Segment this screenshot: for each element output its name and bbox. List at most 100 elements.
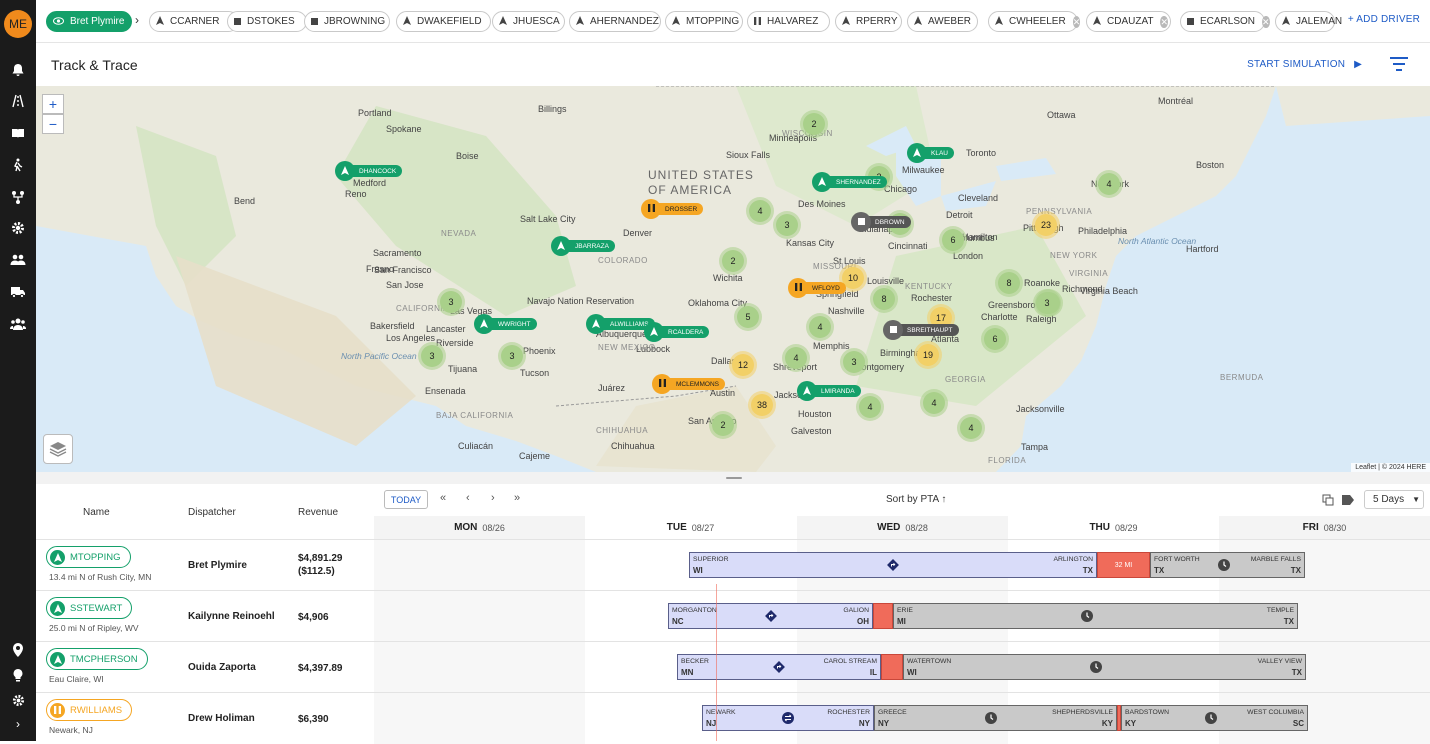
group-icon[interactable] (8, 314, 28, 334)
hiker-icon[interactable] (8, 155, 28, 175)
remove-chip-icon[interactable]: ✕ (1262, 15, 1270, 28)
deadhead-segment[interactable]: 32 MI (1097, 552, 1150, 578)
lightbulb-icon[interactable] (8, 666, 28, 686)
zoom-out-button[interactable]: − (42, 114, 64, 134)
driver-map-tag[interactable]: WWRIGHT (482, 318, 537, 330)
load-segment[interactable]: SUPERIOR WI ARLINGTON TX (689, 552, 1097, 578)
load-segment[interactable]: NEWARK NJ ROCHESTER NY (702, 705, 874, 731)
driver-chip[interactable]: SSTEWART (46, 597, 133, 619)
driver-map-marker[interactable] (335, 161, 355, 181)
map-cluster[interactable]: 5 (737, 306, 759, 328)
driver-map-marker[interactable] (851, 212, 871, 232)
map-cluster[interactable]: 3 (440, 291, 462, 313)
driver-map-tag[interactable]: WFLOYD (796, 282, 846, 294)
map-cluster[interactable]: 38 (751, 394, 773, 416)
map-attribution[interactable]: Leaflet | © 2024 HERE (1351, 463, 1430, 472)
driver-chip-dwakefield[interactable]: DWAKEFIELD (396, 11, 491, 32)
settings-icon[interactable] (8, 690, 28, 710)
load-segment[interactable]: BECKER MN CAROL STREAM IL (677, 654, 881, 680)
gear-icon[interactable] (8, 218, 28, 238)
map-cluster[interactable]: 4 (1098, 173, 1120, 195)
remove-chip-icon[interactable]: ✕ (1072, 15, 1081, 28)
driver-map-marker[interactable] (644, 322, 664, 342)
driver-map-marker[interactable] (907, 143, 927, 163)
map-cluster[interactable]: 3 (1036, 292, 1058, 314)
user-avatar[interactable]: ME (4, 10, 32, 38)
driver-map-tag[interactable]: RCALDERA (652, 326, 710, 338)
driver-chip-halvarez[interactable]: HALVAREZ (747, 11, 830, 32)
deadhead-segment[interactable] (1117, 705, 1121, 731)
map-cluster[interactable]: 8 (998, 272, 1020, 294)
driver-chip-aweber[interactable]: AWEBER (907, 11, 978, 32)
book-icon[interactable] (8, 123, 28, 143)
driver-chip[interactable]: MTOPPING (46, 546, 131, 568)
days-select[interactable]: 5 Days ▼ (1364, 490, 1424, 509)
today-button[interactable]: TODAY (384, 490, 428, 509)
driver-chip-ahernandez[interactable]: AHERNANDEZ (569, 11, 661, 32)
driver-chip-dstokes[interactable]: DSTOKES (227, 11, 307, 32)
map-cluster[interactable]: 17 (930, 307, 952, 329)
location-pin-icon[interactable] (8, 640, 28, 660)
driver-chip[interactable]: RWILLIAMS (46, 699, 133, 721)
driver-chip-jhuesca[interactable]: JHUESCA (492, 11, 565, 32)
map-cluster[interactable]: 4 (960, 417, 982, 439)
schedule-row[interactable]: SSTEWART 25.0 mi N of Ripley, WV Kailynne … (36, 590, 1430, 642)
driver-map-marker[interactable] (797, 381, 817, 401)
map-cluster[interactable]: 6 (984, 328, 1006, 350)
map-cluster[interactable]: 2 (803, 113, 825, 135)
chevron-left-icon[interactable]: ‹ (466, 492, 470, 504)
driver-chip-ccarner[interactable]: CCARNER (149, 11, 239, 32)
map-cluster[interactable]: 3 (421, 345, 443, 367)
load-segment[interactable]: GREECE NY SHEPHERDSVILLE KY (874, 705, 1117, 731)
driver-map-marker[interactable] (474, 314, 494, 334)
map-cluster[interactable]: 3 (843, 351, 865, 373)
schedule-row[interactable]: MTOPPING 13.4 mi N of Rush City, MN Bret P… (36, 539, 1430, 591)
driver-chip-jaleman[interactable]: JALEMAN (1275, 11, 1342, 32)
map-cluster[interactable]: 2 (712, 414, 734, 436)
load-segment[interactable]: FORT WORTH TX MARBLE FALLS TX (1150, 552, 1305, 578)
driver-map-tag[interactable]: DHANCOCK (343, 165, 403, 177)
driver-map-tag[interactable]: ALWILLIAMS (594, 318, 655, 330)
driver-map-marker[interactable] (641, 199, 661, 219)
resize-handle[interactable] (726, 477, 742, 479)
filter-icon[interactable] (1390, 57, 1408, 71)
zoom-in-button[interactable]: + (42, 94, 64, 114)
driver-chip[interactable]: TMCPHERSON (46, 648, 148, 670)
deadhead-segment[interactable] (873, 603, 893, 629)
driver-map-marker[interactable] (883, 320, 903, 340)
map-cluster[interactable]: 4 (809, 316, 831, 338)
expand-chevron-icon[interactable]: › (16, 717, 20, 731)
deadhead-segment[interactable] (881, 654, 903, 680)
remove-chip-icon[interactable]: ✕ (1160, 15, 1169, 28)
map-cluster[interactable]: 12 (732, 354, 754, 376)
dispatcher-chip-active[interactable]: Bret Plymire (46, 11, 132, 32)
driver-map-tag[interactable]: JBARRAZA (559, 240, 615, 252)
load-segment[interactable]: BARDSTOWN KY WEST COLUMBIA SC (1121, 705, 1308, 731)
bell-icon[interactable] (8, 60, 28, 80)
driver-map-marker[interactable] (788, 278, 808, 298)
driver-chip-cwheeler[interactable]: CWHEELER ✕ (988, 11, 1081, 32)
driver-chip-jbrowning[interactable]: JBROWNING (304, 11, 390, 32)
driver-map-tag[interactable]: DBROWN (859, 216, 911, 228)
double-chevron-left-icon[interactable]: « (440, 492, 447, 504)
users-icon[interactable] (8, 250, 28, 270)
driver-map-tag[interactable]: MCLEMMONS (660, 378, 725, 390)
chevron-right-icon[interactable]: › (135, 13, 139, 27)
route-icon[interactable] (8, 187, 28, 207)
driver-map-marker[interactable] (812, 172, 832, 192)
layers-button[interactable] (43, 434, 73, 464)
chevron-right-icon[interactable]: › (491, 492, 495, 504)
driver-chip-ecarlson[interactable]: ECARLSON ✕ (1180, 11, 1270, 32)
driver-map-tag[interactable]: LMIRANDA (805, 385, 861, 397)
map-cluster[interactable]: 4 (923, 392, 945, 414)
map-view[interactable]: UNITED STATES OF AMERICA Portland Boise Bill… (36, 86, 1430, 472)
load-segment[interactable]: MORGANTON NC GALION OH (668, 603, 873, 629)
map-cluster[interactable]: 10 (842, 267, 864, 289)
driver-map-tag[interactable]: DROSSER (649, 203, 704, 215)
map-cluster[interactable]: 4 (859, 396, 881, 418)
driver-chip-mtopping[interactable]: MTOPPING (665, 11, 743, 32)
map-cluster[interactable]: 4 (749, 200, 771, 222)
map-cluster[interactable]: 3 (501, 345, 523, 367)
copy-icon[interactable] (1322, 494, 1334, 506)
sort-toggle[interactable]: Sort by PTA ↑ (886, 494, 947, 505)
